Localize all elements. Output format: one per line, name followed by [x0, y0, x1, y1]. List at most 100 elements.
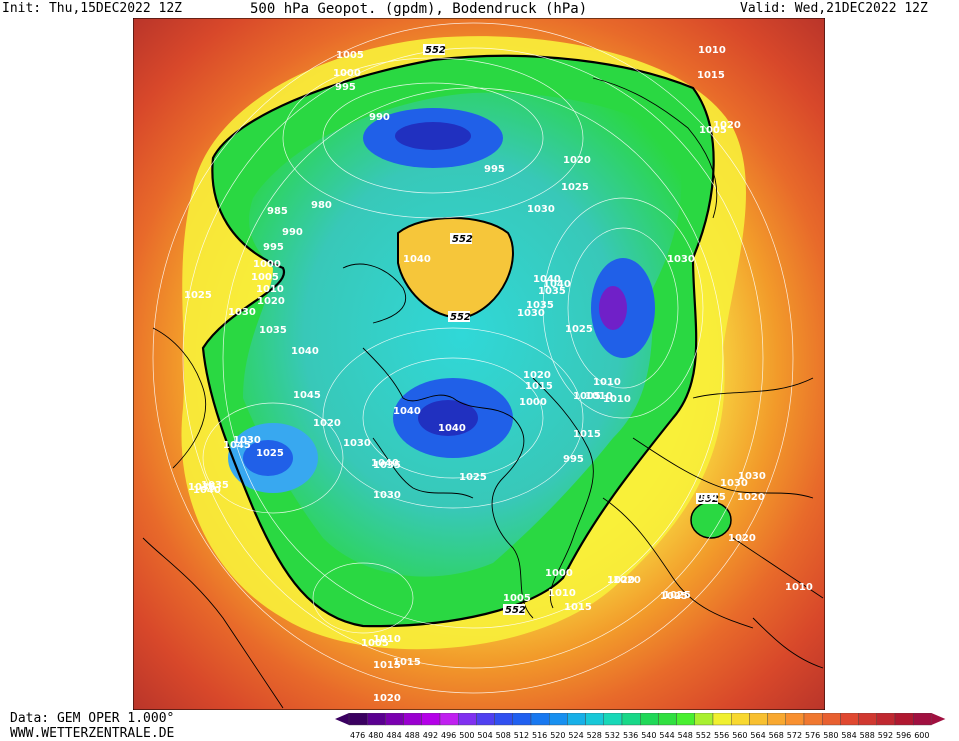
- label-552-e: 552: [698, 494, 719, 505]
- pressure-label: 1030: [373, 490, 401, 501]
- legend-value: 532: [605, 731, 620, 740]
- legend-swatch: [876, 713, 896, 726]
- pressure-label: 1045: [293, 390, 321, 401]
- pressure-label: 1010: [593, 377, 621, 388]
- pressure-label: 1010: [548, 588, 576, 599]
- pressure-label: 1015: [697, 70, 725, 81]
- legend-value: 528: [587, 731, 602, 740]
- pressure-label: 1005: [503, 593, 531, 604]
- coastlines: [142, 77, 824, 709]
- legend-value: 484: [386, 731, 401, 740]
- legend-value: 560: [732, 731, 747, 740]
- legend-value: 568: [769, 731, 784, 740]
- legend-value: 584: [841, 731, 856, 740]
- legend-swatch: [476, 713, 495, 726]
- valid-time: Valid: Wed,21DEC2022 12Z: [740, 1, 928, 16]
- legend-swatch: [894, 713, 914, 726]
- legend-swatch: [858, 713, 877, 726]
- label-552-a: 552: [425, 45, 446, 56]
- pressure-label: 1005: [361, 638, 389, 649]
- pressure-label: 1020: [373, 693, 401, 704]
- pressure-label: 1030: [343, 438, 371, 449]
- legend-value: 480: [368, 731, 383, 740]
- pressure-label: 1025: [565, 324, 593, 335]
- legend-value: 524: [568, 731, 583, 740]
- legend-swatch: [385, 713, 404, 726]
- pressure-label: 1040: [193, 485, 221, 496]
- legend-value: 496: [441, 731, 456, 740]
- pressure-label: 995: [335, 82, 356, 93]
- pressure-label: 1030: [738, 471, 766, 482]
- pressure-label: 985: [267, 206, 288, 217]
- pressure-label: 1035: [259, 325, 287, 336]
- pressure-label: 1025: [459, 472, 487, 483]
- pressure-label: 1025: [184, 290, 212, 301]
- legend-value: 536: [623, 731, 638, 740]
- legend-swatch: [803, 713, 823, 726]
- pressure-label: 1030: [517, 308, 545, 319]
- legend-swatch: [621, 713, 641, 726]
- pressure-label: 1005: [573, 391, 601, 402]
- color-legend: 476 480 484 488 492 496 500 504 508 512 516 520 524 5…: [335, 713, 946, 740]
- cutoff-low-europe: [690, 501, 732, 539]
- pressure-label: 995: [484, 164, 505, 175]
- low-siberia-core: [599, 286, 627, 330]
- pressure-label: 1015: [698, 492, 726, 503]
- legend-value: 556: [714, 731, 729, 740]
- pressure-label: 1010: [698, 45, 726, 56]
- pressure-label: 1020: [257, 296, 285, 307]
- pressure-label: 1015: [393, 657, 421, 668]
- legend-swatch: [749, 713, 768, 726]
- legend-swatch: [439, 713, 459, 726]
- pressure-label: 1000: [519, 397, 547, 408]
- contour-labels: 552 552 552 552 552: [423, 44, 719, 616]
- label-552-b: 552: [452, 234, 473, 245]
- pressure-label: 1035: [201, 480, 229, 491]
- legend-swatch: [348, 713, 368, 726]
- pressure-label: 995: [563, 454, 584, 465]
- legend-value: 552: [696, 731, 711, 740]
- legend-arrow-right: [931, 713, 946, 725]
- pressure-label: 1005: [699, 125, 727, 136]
- init-time: Init: Thu,15DEC2022 12Z: [2, 1, 183, 16]
- legend-value: 512: [514, 731, 529, 740]
- legend-swatch: [767, 713, 787, 726]
- data-source: Data: GEM OPER 1.000°: [10, 711, 175, 726]
- pressure-label: 1035: [538, 286, 566, 297]
- legend-value: 564: [750, 731, 765, 740]
- pressure-label: 1040: [371, 458, 399, 469]
- pressure-label: 1025: [663, 590, 691, 601]
- legend-swatch: [840, 713, 859, 726]
- pressure-label: 1015: [525, 381, 553, 392]
- website: WWW.WETTERZENTRALE.DE: [10, 726, 175, 741]
- legend-value: 520: [550, 731, 565, 740]
- weather-map[interactable]: 552 552 552 552 552 1005 1000 995 990 995 985…: [133, 18, 825, 710]
- legend-swatch: [822, 713, 841, 726]
- legend-swatch: [457, 713, 477, 726]
- legend-swatch: [676, 713, 696, 726]
- pressure-label: 1020: [737, 492, 765, 503]
- low-north-pacific-core: [395, 122, 471, 150]
- pressure-label: 1000: [545, 568, 573, 579]
- legend-arrow-left: [335, 713, 349, 725]
- legend-swatch: [512, 713, 532, 726]
- legend-value: 580: [823, 731, 838, 740]
- pressure-label: 1010: [785, 582, 813, 593]
- legend-swatch: [913, 713, 932, 726]
- map-svg: 552 552 552 552 552 1005 1000 995 990 995 985…: [133, 18, 825, 710]
- contour-552: [201, 54, 715, 628]
- legend-value: 540: [641, 731, 656, 740]
- legend-swatch: [494, 713, 514, 726]
- vortex-core: [243, 92, 682, 577]
- legend-value: 508: [496, 731, 511, 740]
- label-552-c: 552: [450, 312, 471, 323]
- pressure-label: 1020: [523, 370, 551, 381]
- legend-value: 596: [896, 731, 911, 740]
- legend-value: 588: [860, 731, 875, 740]
- label-552-d: 552: [505, 605, 526, 616]
- pressure-label: 1030: [527, 204, 555, 215]
- pressure-label: 1040: [533, 274, 561, 285]
- low-canada-core: [418, 400, 478, 436]
- pressure-label: 1000: [253, 259, 281, 270]
- legend-swatch: [421, 713, 441, 726]
